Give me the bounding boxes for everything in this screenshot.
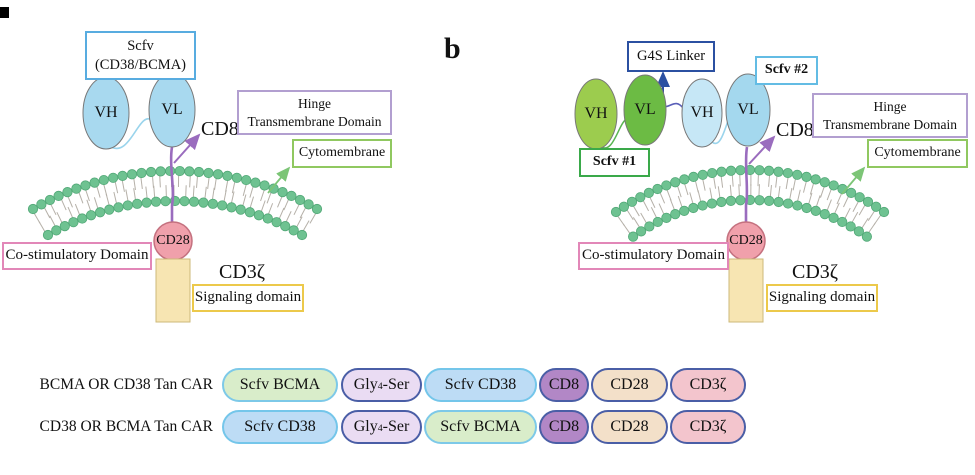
cd8-label-b: CD8 — [776, 119, 814, 141]
construct-segment: Gly 4 -Ser — [341, 368, 422, 402]
signaling-box-a: Signaling domain — [192, 284, 304, 312]
signaling-box-b: Signaling domain — [766, 284, 878, 312]
construct-segment: CD28 — [591, 368, 668, 402]
costimulatory-box-b: Co-stimulatory Domain — [578, 242, 729, 270]
cd3zeta-label-a: CD3ζ — [219, 261, 266, 283]
vh2-label-b: VH — [690, 104, 714, 121]
costimulatory-label: Co-stimulatory Domain — [582, 247, 725, 264]
costimulatory-box-a: Co-stimulatory Domain — [2, 242, 152, 270]
panel-a-marker — [0, 7, 9, 18]
hinge-line2: Transmembrane Domain — [822, 116, 958, 132]
scfv-linker-line-a — [107, 117, 153, 149]
cytomembrane-label: Cytomembrane — [874, 145, 961, 161]
vl1-label-b: VL — [634, 101, 656, 118]
vl2-label-b: VL — [737, 101, 759, 118]
cytomembrane-arrow-b — [841, 166, 866, 195]
cytomembrane-arrow-a — [267, 166, 291, 194]
vh2-ellipse-b — [681, 78, 723, 148]
panel-b-graphics — [574, 71, 866, 323]
cd28-label-b: CD28 — [729, 233, 763, 248]
vl-label-a: VL — [161, 101, 183, 118]
construct-segment: Scfv CD38 — [222, 410, 338, 444]
construct-segment: CD28 — [591, 410, 668, 444]
hinge-line2: Transmembrane Domain — [247, 113, 382, 129]
hinge-line1: Hinge — [298, 95, 331, 111]
cell-membrane-b — [610, 164, 890, 242]
vl2-ellipse-b — [725, 73, 771, 147]
cytomembrane-label: Cytomembrane — [298, 145, 386, 161]
cd8-arrow-a — [173, 133, 201, 164]
signaling-rect-b — [728, 258, 764, 323]
vh1-label-b: VH — [584, 105, 608, 122]
panel-b-label: b — [444, 32, 461, 65]
signaling-label: Signaling domain — [194, 289, 302, 306]
construct-segment: CD8 — [539, 410, 589, 444]
scfv1-box: Scfv #1 — [579, 148, 650, 177]
scfv2-box: Scfv #2 — [755, 56, 818, 85]
scfv-label-box-a: Scfv (CD38/BCMA) — [85, 31, 196, 80]
cell-membrane-a — [27, 165, 323, 241]
cd8-arrow-b — [748, 135, 776, 165]
cd28-label-a: CD28 — [156, 233, 190, 248]
scfv-label-line1: Scfv — [127, 37, 154, 54]
cd8-label-a: CD8 — [201, 118, 239, 140]
hinge-line1: Hinge — [873, 98, 907, 114]
signaling-rect-a — [155, 258, 191, 323]
construct-segment: CD3ζ — [670, 368, 746, 402]
cytomembrane-box-b: Cytomembrane — [867, 139, 968, 168]
scfv1-label: Scfv #1 — [592, 154, 637, 170]
panel-a-graphics — [82, 72, 291, 323]
g4s-linker-box: G4S Linker — [627, 41, 715, 72]
construct-segment: Gly 4 -Ser — [341, 410, 422, 444]
cd3zeta-label-b: CD3ζ — [792, 261, 839, 283]
scfv2-label: Scfv #2 — [764, 62, 809, 78]
g4s-linker-label: G4S Linker — [636, 48, 706, 65]
vh-label-a: VH — [94, 104, 118, 121]
construct-segment: CD3ζ — [670, 410, 746, 444]
hinge-box-b: Hinge Transmembrane Domain — [812, 93, 968, 138]
construct-segment: Scfv BCMA — [222, 368, 338, 402]
hinge-box-a: Hinge Transmembrane Domain — [237, 90, 392, 135]
construct-segment: Scfv CD38 — [424, 368, 537, 402]
construct-row-label: CD38 OR BCMA Tan CAR — [39, 418, 213, 435]
hinge-connector-b — [744, 146, 749, 224]
signaling-label: Signaling domain — [768, 289, 876, 306]
construct-segment: Scfv BCMA — [424, 410, 537, 444]
vl1-ellipse-b — [623, 74, 667, 146]
construct-segment: CD8 — [539, 368, 589, 402]
scfv-label-line2: (CD38/BCMA) — [94, 56, 187, 73]
construct-row-label: BCMA OR CD38 Tan CAR — [39, 376, 213, 393]
cytomembrane-box-a: Cytomembrane — [292, 139, 392, 168]
hinge-connector-a — [169, 146, 175, 224]
costimulatory-label: Co-stimulatory Domain — [5, 247, 149, 264]
